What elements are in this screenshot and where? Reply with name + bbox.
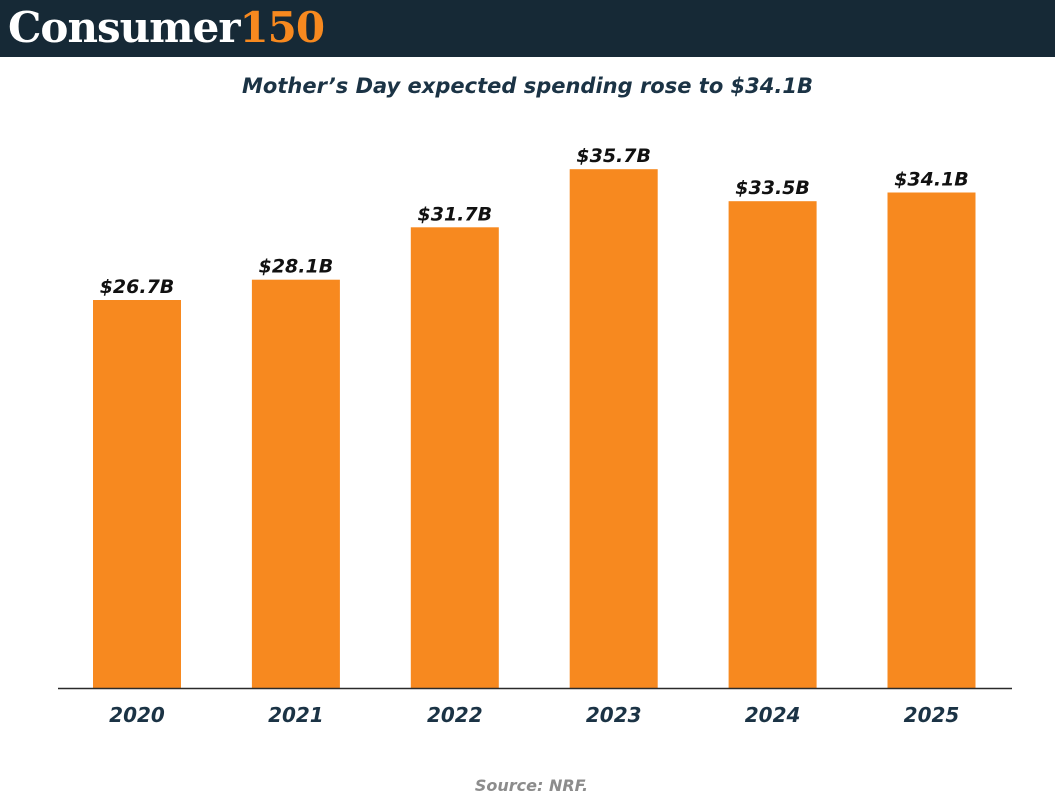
bar-2025 xyxy=(887,192,976,688)
x-tick-label-2020: 2020 xyxy=(109,703,165,727)
bar-2021 xyxy=(251,279,340,688)
value-label-2022: $31.7B xyxy=(418,203,493,225)
bar-2020 xyxy=(93,300,181,688)
brand-number: 150 xyxy=(239,3,325,52)
bar-2024 xyxy=(728,201,817,688)
x-tick-label-2025: 2025 xyxy=(904,703,960,727)
bar-2022 xyxy=(410,227,499,689)
value-label-2020: $26.7B xyxy=(100,276,175,298)
brand-name: Consumer xyxy=(8,3,240,52)
brand-logo: Consumer150 xyxy=(8,1,325,55)
value-label-2023: $35.7B xyxy=(576,145,651,167)
value-label-2021: $28.1B xyxy=(259,256,334,278)
x-tick-label-2021: 2021 xyxy=(268,703,324,727)
x-tick-label-2023: 2023 xyxy=(586,703,642,727)
header-bar: Consumer150 xyxy=(0,0,1055,57)
chart-title: Mother’s Day expected spending rose to $… xyxy=(242,74,813,98)
bar-2023 xyxy=(569,169,658,688)
x-tick-label-2022: 2022 xyxy=(427,703,483,727)
value-label-2025: $34.1B xyxy=(894,169,969,191)
source-note: Source: NRF. xyxy=(474,776,589,795)
x-tick-label-2024: 2024 xyxy=(745,703,801,727)
value-label-2024: $33.5B xyxy=(735,177,810,199)
